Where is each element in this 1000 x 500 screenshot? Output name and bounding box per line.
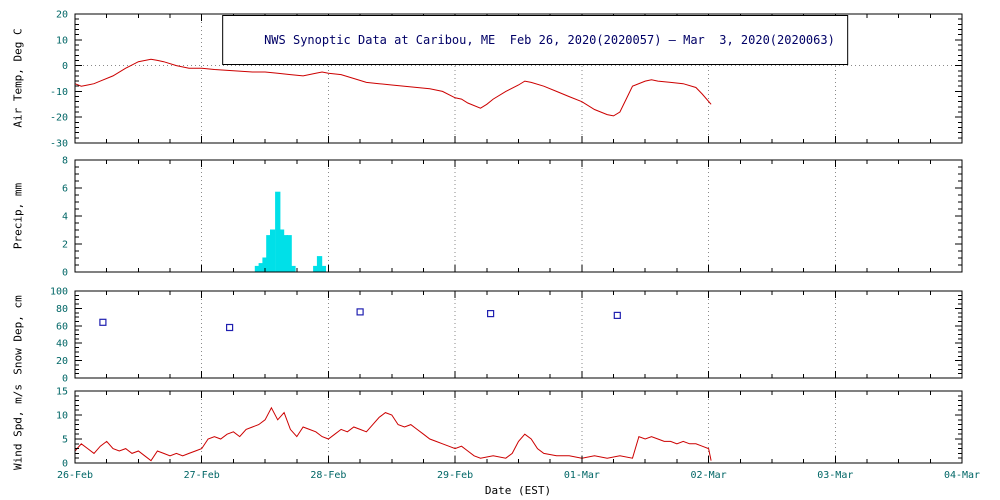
precip-series — [254, 191, 327, 273]
wind-speed-ytick-labels: 0 5 10 15 — [56, 387, 68, 470]
x-tick-label: 04-Mar — [944, 470, 980, 481]
wind-speed-line — [74, 406, 712, 462]
panel-air-temp: -30 -20 -10 0 10 20 — [50, 10, 963, 150]
x-tick-label: 02-Mar — [691, 470, 727, 481]
air-temp-ytick-label: -20 — [50, 113, 68, 124]
precip-ytick-labels: 0 2 4 6 8 — [62, 156, 68, 279]
snow-depth-ytick-label: 40 — [56, 339, 68, 350]
wind-speed-frame — [74, 390, 963, 464]
precip-ytick-label: 6 — [62, 184, 68, 195]
precip-ytick-label: 4 — [62, 212, 68, 223]
y-axis-label-precip: Precip, mm — [11, 182, 25, 250]
plot-title: NWS Synoptic Data at Caribou, ME Feb 26,… — [264, 33, 835, 47]
x-tick-labels: 26-Feb 27-Feb 28-Feb 29-Feb 01-Mar 02-Mar 03-M… — [57, 470, 980, 481]
snow-depth-gridlines — [201, 291, 836, 378]
x-axis-label: Date (EST) — [484, 484, 552, 497]
wind-speed-series — [74, 406, 712, 462]
precip-ytick-label: 8 — [62, 156, 68, 167]
snow-depth-marker — [226, 323, 234, 332]
x-tick-label: 27-Feb — [184, 470, 220, 481]
precip-bar — [320, 265, 327, 273]
air-temp-ytick-label: -10 — [50, 87, 68, 98]
x-tick-label: 28-Feb — [310, 470, 346, 481]
precip-bar — [270, 229, 276, 273]
snow-depth-ytick-label: 100 — [50, 287, 68, 298]
air-temp-gridlines — [75, 14, 962, 143]
air-temp-ytick-labels: -30 -20 -10 0 10 20 — [50, 10, 68, 150]
air-temp-ytick-label: 0 — [62, 61, 68, 72]
air-temp-ytick-label: -30 — [50, 139, 68, 150]
y-axis-label-snow-depth: Snow Dep, cm — [11, 295, 25, 375]
wind-speed-ytick-label: 15 — [56, 387, 68, 398]
snow-depth-ytick-label: 80 — [56, 304, 68, 315]
air-temp-ytick-label: 20 — [56, 10, 68, 21]
precip-ytick-label: 2 — [62, 240, 68, 251]
y-axis-label-air-temp: Air Temp, Deg C — [11, 28, 25, 128]
air-temp-ytick-label: 10 — [56, 35, 68, 46]
x-tick-label: 03-Mar — [817, 470, 853, 481]
wind-speed-ytick-label: 0 — [62, 459, 68, 470]
wind-speed-gridlines — [201, 391, 836, 463]
wind-speed-ytick-label: 10 — [56, 411, 68, 422]
precip-gridlines — [201, 160, 836, 272]
air-temp-line — [74, 58, 712, 117]
precip-frame — [74, 159, 963, 273]
snow-depth-ytick-label: 20 — [56, 356, 68, 367]
panel-snow-depth: 0 20 40 60 80 100 — [50, 287, 963, 385]
air-temp-series — [74, 58, 712, 117]
snow-depth-marker — [99, 318, 107, 326]
plot-title-box: NWS Synoptic Data at Caribou, ME Feb 26,… — [222, 15, 848, 65]
y-axis-label-wind-speed: Wind Spd, m/s — [11, 383, 25, 471]
snow-depth-marker — [356, 308, 364, 316]
snow-depth-ytick-label: 0 — [62, 374, 68, 385]
x-tick-label: 01-Mar — [564, 470, 600, 481]
snow-depth-series — [99, 308, 621, 332]
snow-depth-ytick-labels: 0 20 40 60 80 100 — [50, 287, 68, 385]
x-tick-label: 29-Feb — [437, 470, 473, 481]
panel-wind-speed: 0 5 10 15 — [56, 387, 963, 470]
snow-depth-marker — [487, 310, 495, 318]
wind-speed-ytick-label: 5 — [62, 435, 68, 446]
snow-depth-marker — [613, 311, 621, 319]
snow-depth-ytick-label: 60 — [56, 321, 68, 332]
air-temp-frame — [74, 13, 963, 144]
precip-bar — [290, 265, 296, 273]
precip-ytick-label: 0 — [62, 268, 68, 279]
snow-depth-frame — [74, 290, 963, 379]
panel-precip: 0 2 4 6 8 — [62, 156, 963, 279]
x-tick-label: 26-Feb — [57, 470, 93, 481]
